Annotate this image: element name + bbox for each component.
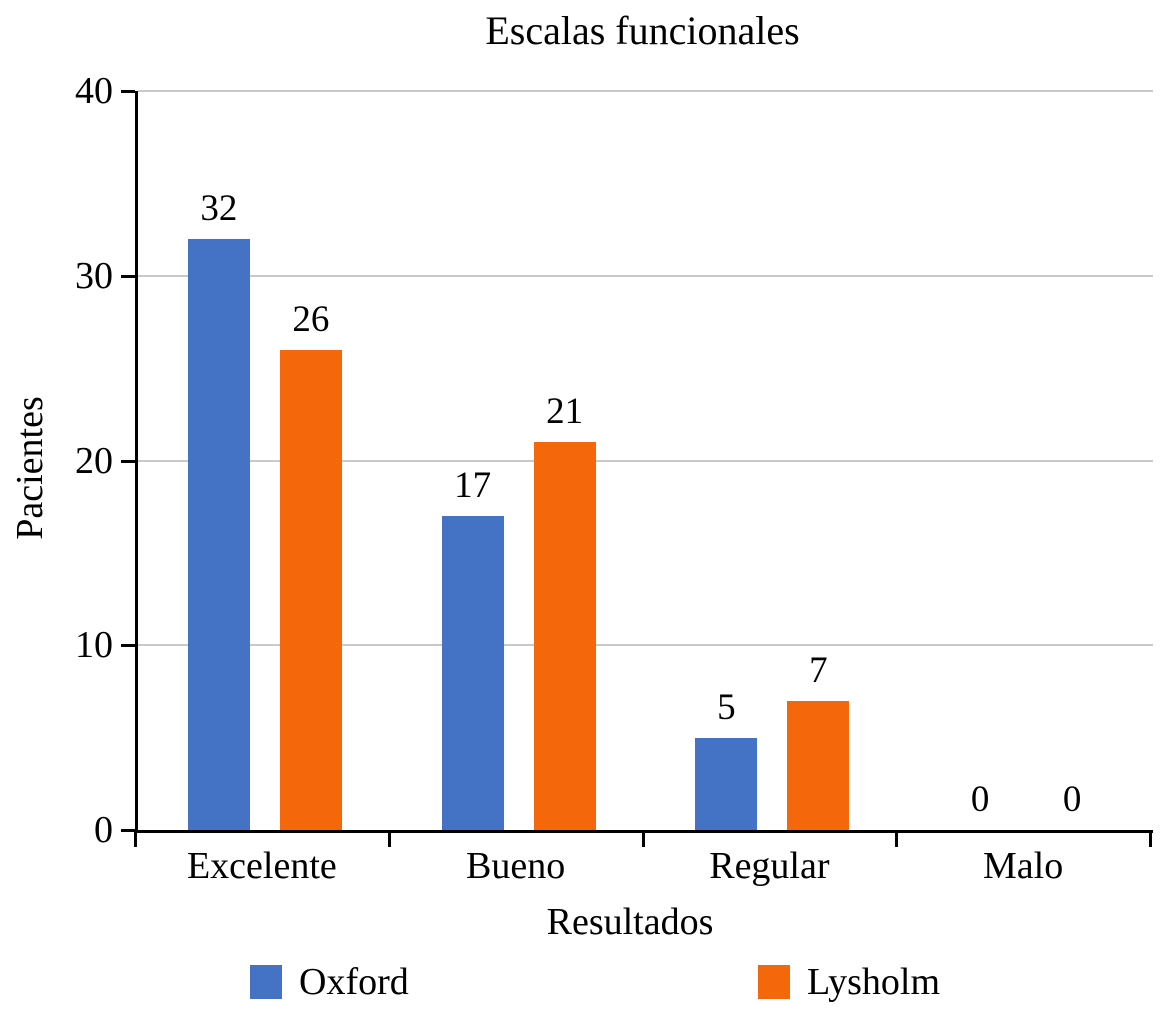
y-tick-label-0: 0 [94, 809, 113, 851]
x-tick-mark-3 [895, 831, 899, 847]
y-tick-label-20: 20 [75, 439, 113, 482]
bar-group-excelente: 32 26 [138, 91, 392, 830]
x-axis-title: Resultados [546, 901, 714, 943]
x-axis-category-labels: Excelente Bueno Regular Malo [135, 845, 1150, 887]
bar-value-label-lysholm-regular: 7 [809, 649, 828, 691]
legend-label-lysholm: Lysholm [807, 961, 941, 1003]
legend-swatch-oxford [250, 965, 282, 999]
bar-column-lysholm-regular: 7 [787, 91, 850, 830]
x-tick-label-bueno: Bueno [466, 845, 566, 887]
bar-value-label-oxford-malo: 0 [970, 779, 990, 820]
bar-oxford-bueno [441, 515, 504, 830]
gridline-20 [138, 459, 1153, 462]
y-tick-mark-10 [121, 644, 135, 648]
bar-groups: 32 26 17 21 5 7 0 0 [138, 91, 1153, 830]
bar-column-oxford-malo: 0 [949, 91, 1011, 830]
x-tick-mark-0 [134, 831, 137, 847]
bar-value-label-oxford-bueno: 17 [454, 464, 492, 506]
chart-title: Escalas funcionales [485, 8, 800, 53]
x-tick-label-excelente: Excelente [186, 845, 337, 887]
x-tick-mark-2 [641, 831, 645, 847]
bar-value-label-lysholm-excelente: 26 [292, 298, 330, 340]
bar-value-label-oxford-excelente: 32 [200, 187, 238, 229]
bar-column-oxford-excelente: 32 [187, 91, 250, 830]
legend-swatch-lysholm [758, 965, 790, 999]
bar-column-oxford-bueno: 17 [441, 91, 504, 830]
bar-value-label-lysholm-bueno: 21 [546, 391, 584, 433]
x-tick-label-malo: Malo [983, 845, 1064, 887]
y-tick-mark-20 [121, 459, 135, 463]
legend: Oxford Lysholm [0, 961, 1163, 1007]
y-tick-label-10: 10 [75, 624, 113, 667]
y-tick-mark-0 [121, 829, 135, 832]
gridline-10 [138, 644, 1153, 647]
legend-item-oxford: Oxford [250, 961, 409, 1003]
y-tick-label-30: 30 [75, 254, 113, 297]
x-tick-mark-1 [387, 831, 391, 847]
x-tick-label-regular: Regular [709, 845, 830, 887]
bar-column-oxford-regular: 5 [695, 91, 758, 830]
gridline-40 [138, 90, 1153, 92]
plot-area: 32 26 17 21 5 7 0 0 [135, 90, 1153, 833]
y-tick-label-40: 40 [75, 70, 113, 112]
legend-item-lysholm: Lysholm [758, 961, 940, 1003]
y-tick-mark-30 [121, 274, 135, 278]
y-tick-mark-40 [121, 90, 135, 93]
bar-lysholm-excelente [279, 349, 342, 830]
bar-column-lysholm-malo: 0 [1041, 91, 1103, 830]
bar-oxford-excelente [187, 238, 250, 830]
legend-label-oxford: Oxford [299, 961, 409, 1003]
bar-value-label-lysholm-malo: 0 [1062, 779, 1082, 820]
bar-group-bueno: 17 21 [392, 91, 646, 830]
bar-lysholm-bueno [533, 442, 596, 830]
bar-oxford-regular [695, 737, 758, 830]
x-tick-mark-4 [1149, 831, 1152, 847]
bar-value-label-oxford-regular: 5 [717, 686, 736, 728]
bar-column-lysholm-excelente: 26 [279, 91, 342, 830]
bar-lysholm-regular [787, 700, 850, 830]
gridline-30 [138, 274, 1153, 277]
bar-column-lysholm-bueno: 21 [533, 91, 596, 830]
